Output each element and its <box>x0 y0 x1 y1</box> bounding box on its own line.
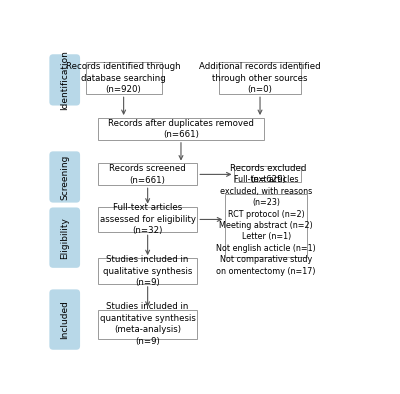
Text: Records after duplicates removed
(n=661): Records after duplicates removed (n=661) <box>108 119 254 139</box>
Text: Records identified through
database searching
(n=920): Records identified through database sear… <box>66 62 181 94</box>
Text: Additional records identified
through other sources
(n=0): Additional records identified through ot… <box>199 62 321 94</box>
FancyBboxPatch shape <box>98 206 197 232</box>
FancyBboxPatch shape <box>98 310 197 338</box>
FancyBboxPatch shape <box>98 118 264 140</box>
FancyBboxPatch shape <box>49 151 80 203</box>
Text: Included: Included <box>60 300 69 339</box>
FancyBboxPatch shape <box>86 63 162 94</box>
FancyBboxPatch shape <box>49 289 80 350</box>
FancyBboxPatch shape <box>234 165 301 182</box>
Text: Screening: Screening <box>60 154 69 200</box>
Text: Studies included in
quantitative synthesis
(meta-analysis)
(n=9): Studies included in quantitative synthes… <box>100 303 196 346</box>
FancyBboxPatch shape <box>49 208 80 268</box>
Text: Records excluded
(n=629): Records excluded (n=629) <box>230 164 306 184</box>
FancyBboxPatch shape <box>98 258 197 284</box>
Text: Full-text articles
assessed for eligibility
(n=32): Full-text articles assessed for eligibil… <box>100 203 196 235</box>
FancyBboxPatch shape <box>49 54 80 106</box>
Text: Identification: Identification <box>60 50 69 110</box>
FancyBboxPatch shape <box>225 194 307 256</box>
Text: Records screened
(n=661): Records screened (n=661) <box>109 164 186 185</box>
FancyBboxPatch shape <box>219 63 301 94</box>
Text: Studies included in
qualitative synthesis
(n=9): Studies included in qualitative synthesi… <box>103 255 192 287</box>
Text: Eligibility: Eligibility <box>60 217 69 258</box>
Text: Full-text articles
excluded, with reasons
(n=23)
RCT protocol (n=2)
Meeting abst: Full-text articles excluded, with reason… <box>216 175 316 276</box>
FancyBboxPatch shape <box>98 164 197 185</box>
